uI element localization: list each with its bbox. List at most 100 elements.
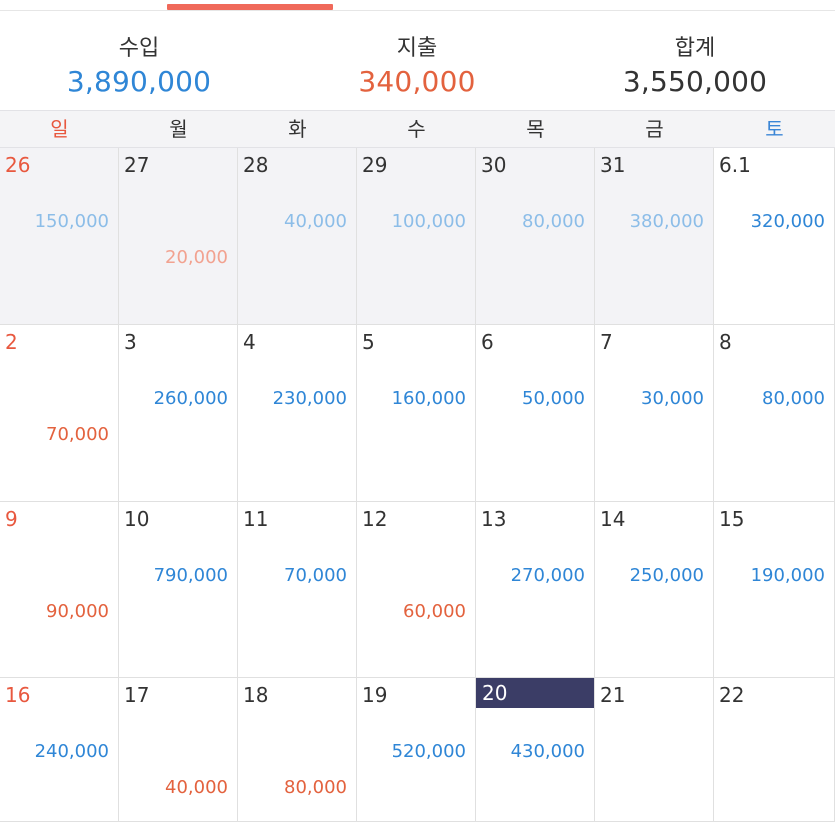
weekday-label: 목 (526, 117, 545, 141)
day-income-amount: 250,000 (629, 565, 704, 586)
calendar-day-cell[interactable]: 12 60,000 (357, 502, 476, 678)
day-income-amount: 520,000 (391, 741, 466, 762)
day-number: 5 (362, 330, 375, 354)
day-number: 2 (5, 330, 18, 354)
day-income-amount: 430,000 (510, 741, 585, 762)
calendar-day-cell[interactable]: 28 40,000 (238, 148, 357, 325)
calendar-day-cell-today[interactable]: 20 430,000 (476, 678, 595, 822)
calendar-day-cell[interactable]: 19 520,000 (357, 678, 476, 822)
day-income-amount: 270,000 (510, 565, 585, 586)
summary-total-value: 3,550,000 (622, 65, 768, 98)
day-number: 3 (124, 330, 137, 354)
day-number: 28 (243, 153, 269, 177)
day-number: 16 (5, 683, 31, 707)
day-expense-amount: 40,000 (165, 777, 228, 798)
calendar-day-cell[interactable]: 16 240,000 (0, 678, 119, 822)
day-number: 22 (719, 683, 745, 707)
day-income-amount: 160,000 (391, 388, 466, 409)
calendar-day-cell[interactable]: 4 230,000 (238, 325, 357, 502)
summary-total[interactable]: 합계 3,550,000 (556, 11, 834, 110)
day-expense-amount: 60,000 (403, 601, 466, 622)
calendar-day-cell[interactable]: 7 30,000 (595, 325, 714, 502)
day-income-amount: 30,000 (641, 388, 704, 409)
day-number: 6.1 (719, 153, 751, 177)
day-number: 12 (362, 507, 388, 531)
calendar-day-cell[interactable]: 6 50,000 (476, 325, 595, 502)
day-number: 20 (476, 678, 594, 708)
calendar-day-cell[interactable]: 17 40,000 (119, 678, 238, 822)
day-number: 14 (600, 507, 626, 531)
summary-income-label: 수입 (118, 36, 160, 61)
day-number: 18 (243, 683, 269, 707)
calendar-day-cell[interactable]: 3 260,000 (119, 325, 238, 502)
weekday-label: 수 (407, 117, 426, 141)
calendar-day-cell[interactable]: 6.1 320,000 (714, 148, 835, 325)
calendar-day-cell[interactable]: 27 20,000 (119, 148, 238, 325)
calendar-day-cell[interactable]: 13 270,000 (476, 502, 595, 678)
calendar-day-cell[interactable]: 14 250,000 (595, 502, 714, 678)
day-income-amount: 100,000 (391, 211, 466, 232)
day-number: 31 (600, 153, 626, 177)
calendar-day-cell[interactable]: 10 790,000 (119, 502, 238, 678)
calendar-day-cell[interactable]: 30 80,000 (476, 148, 595, 325)
day-income-amount: 70,000 (284, 565, 347, 586)
day-income-amount: 80,000 (762, 388, 825, 409)
calendar-day-cell[interactable]: 22 (714, 678, 835, 822)
day-number: 21 (600, 683, 626, 707)
calendar-grid: 26 150,000 27 20,000 28 40,000 29 100,000 30 80,0… (0, 148, 835, 822)
calendar-day-cell[interactable]: 9 90,000 (0, 502, 119, 678)
calendar-day-cell[interactable]: 11 70,000 (238, 502, 357, 678)
day-number: 17 (124, 683, 150, 707)
tab-divider (0, 10, 835, 11)
day-income-amount: 380,000 (629, 211, 704, 232)
day-income-amount: 230,000 (272, 388, 347, 409)
weekday-label: 토 (765, 117, 784, 141)
day-income-amount: 240,000 (34, 741, 109, 762)
day-income-amount: 190,000 (750, 565, 825, 586)
summary-total-label: 합계 (674, 36, 716, 61)
day-number: 15 (719, 507, 745, 531)
calendar-day-cell[interactable]: 31 380,000 (595, 148, 714, 325)
day-income-amount: 80,000 (522, 211, 585, 232)
day-income-amount: 40,000 (284, 211, 347, 232)
weekday-label: 화 (288, 117, 307, 141)
summary-expense-value: 340,000 (358, 65, 476, 98)
day-expense-amount: 20,000 (165, 247, 228, 268)
summary-income[interactable]: 수입 3,890,000 (0, 11, 278, 110)
weekday-label: 금 (645, 117, 664, 141)
day-number: 30 (481, 153, 507, 177)
calendar-day-cell[interactable]: 26 150,000 (0, 148, 119, 325)
day-number: 27 (124, 153, 150, 177)
summary-income-value: 3,890,000 (66, 65, 212, 98)
day-income-amount: 790,000 (153, 565, 228, 586)
day-income-amount: 320,000 (750, 211, 825, 232)
summary-expense[interactable]: 지출 340,000 (278, 11, 556, 110)
calendar-day-cell[interactable]: 18 80,000 (238, 678, 357, 822)
weekday-label: 월 (169, 117, 188, 141)
day-number: 11 (243, 507, 269, 531)
weekday-label: 일 (50, 117, 69, 141)
day-number: 13 (481, 507, 507, 531)
calendar-day-cell[interactable]: 21 (595, 678, 714, 822)
calendar-day-cell[interactable]: 5 160,000 (357, 325, 476, 502)
day-number: 6 (481, 330, 494, 354)
day-number: 7 (600, 330, 613, 354)
calendar-day-cell[interactable]: 2 70,000 (0, 325, 119, 502)
day-income-amount: 260,000 (153, 388, 228, 409)
day-number: 19 (362, 683, 388, 707)
day-number: 4 (243, 330, 256, 354)
day-number: 29 (362, 153, 388, 177)
day-expense-amount: 90,000 (46, 601, 109, 622)
day-number: 26 (5, 153, 31, 177)
calendar-day-cell[interactable]: 15 190,000 (714, 502, 835, 678)
calendar-day-cell[interactable]: 8 80,000 (714, 325, 835, 502)
day-expense-amount: 80,000 (284, 777, 347, 798)
day-expense-amount: 70,000 (46, 424, 109, 445)
calendar-day-cell[interactable]: 29 100,000 (357, 148, 476, 325)
day-number: 8 (719, 330, 732, 354)
active-tab-indicator (167, 4, 333, 10)
summary-expense-label: 지출 (396, 36, 438, 61)
day-number: 10 (124, 507, 150, 531)
day-income-amount: 50,000 (522, 388, 585, 409)
